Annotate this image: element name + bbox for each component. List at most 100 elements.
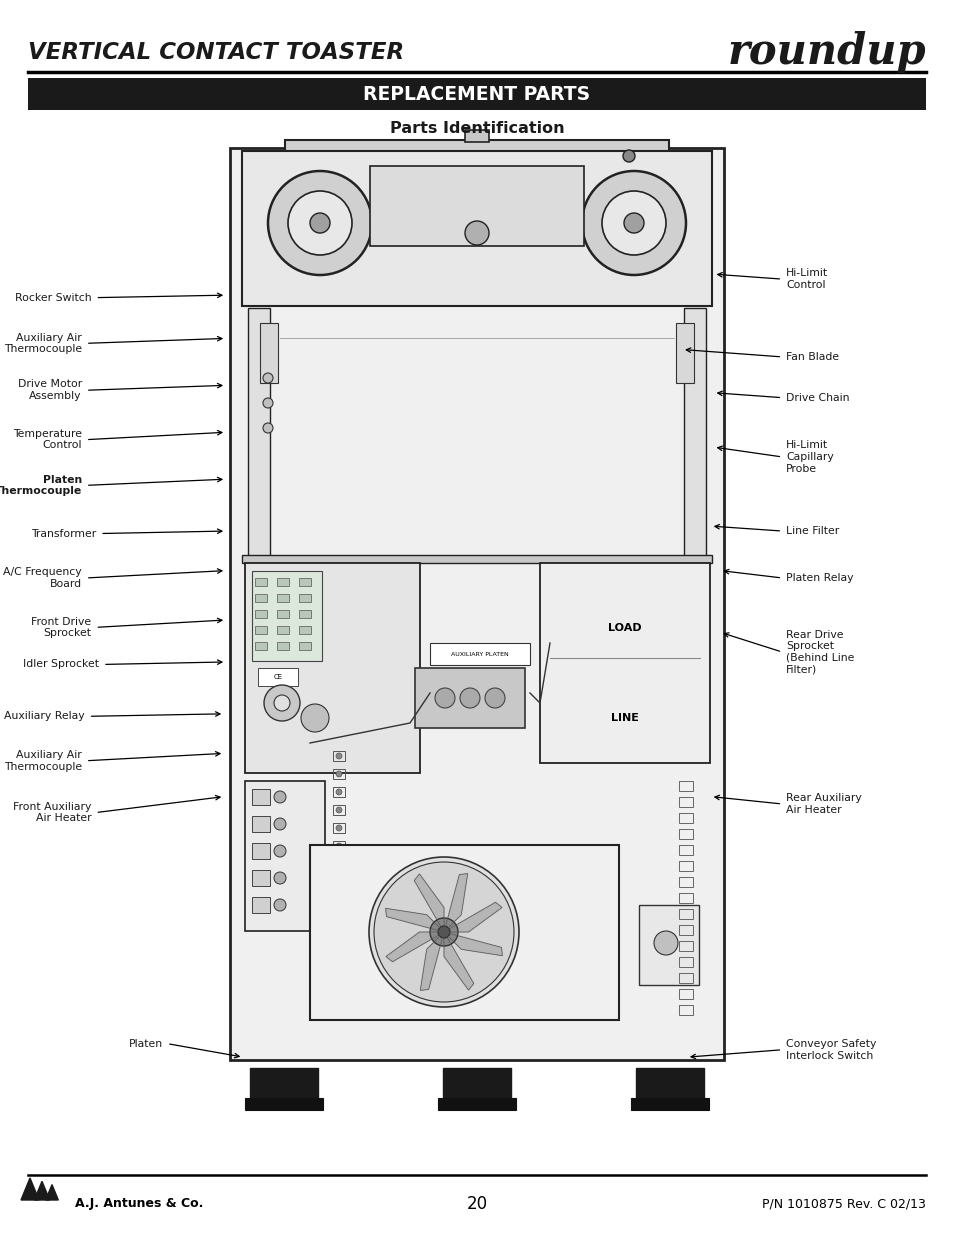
Bar	[276, 578, 289, 585]
Text: roundup: roundup	[726, 31, 925, 73]
Bar	[230, 148, 723, 1060]
Polygon shape	[46, 1184, 58, 1200]
Text: LINE: LINE	[611, 713, 639, 722]
Bar	[254, 578, 267, 585]
Bar	[254, 610, 267, 618]
Bar	[257, 668, 297, 685]
Bar	[636, 1068, 703, 1098]
Bar	[245, 563, 419, 773]
Bar	[679, 861, 692, 871]
Text: Transformer: Transformer	[30, 529, 96, 538]
Text: Auxiliary Air
Thermocouple: Auxiliary Air Thermocouple	[4, 332, 82, 354]
Bar	[242, 555, 711, 563]
Circle shape	[335, 879, 341, 885]
Bar	[370, 165, 583, 246]
Bar	[442, 1068, 511, 1098]
Bar	[679, 877, 692, 887]
Bar	[679, 1005, 692, 1015]
Bar	[245, 781, 325, 931]
Text: Rear Drive
Sprocket
(Behind Line
Filter): Rear Drive Sprocket (Behind Line Filter)	[785, 630, 854, 674]
Text: Rocker Switch: Rocker Switch	[14, 293, 91, 303]
Circle shape	[335, 806, 341, 813]
Circle shape	[335, 825, 341, 831]
Circle shape	[288, 191, 352, 254]
Polygon shape	[443, 873, 467, 932]
Bar	[254, 594, 267, 601]
Circle shape	[459, 688, 479, 708]
Bar	[310, 845, 618, 1020]
Circle shape	[335, 844, 341, 848]
Bar	[254, 642, 267, 650]
Polygon shape	[443, 932, 474, 990]
Circle shape	[654, 931, 678, 955]
Text: VERTICAL CONTACT TOASTER: VERTICAL CONTACT TOASTER	[28, 41, 404, 63]
Text: A/C Frequency
Board: A/C Frequency Board	[3, 567, 82, 589]
Text: Platen: Platen	[129, 1039, 163, 1049]
Bar	[333, 751, 345, 761]
Bar	[276, 626, 289, 634]
Circle shape	[263, 398, 273, 408]
Bar	[298, 610, 311, 618]
Circle shape	[274, 818, 286, 830]
Circle shape	[369, 857, 518, 1007]
Bar	[252, 789, 270, 805]
Bar	[679, 781, 692, 790]
Circle shape	[374, 862, 514, 1002]
Bar	[252, 869, 270, 885]
Text: Conveyor Safety
Interlock Switch: Conveyor Safety Interlock Switch	[785, 1039, 876, 1061]
Bar	[333, 913, 345, 923]
Bar	[679, 989, 692, 999]
Polygon shape	[386, 932, 443, 962]
Bar	[298, 642, 311, 650]
Circle shape	[274, 790, 286, 803]
Text: Parts Identification: Parts Identification	[389, 121, 564, 136]
Bar	[333, 805, 345, 815]
Bar	[679, 973, 692, 983]
Text: Platen Relay: Platen Relay	[785, 573, 853, 583]
Circle shape	[263, 373, 273, 383]
Bar	[679, 893, 692, 903]
Polygon shape	[34, 1182, 50, 1200]
Text: 20: 20	[466, 1195, 487, 1213]
Bar	[276, 594, 289, 601]
Bar	[252, 897, 270, 913]
Bar	[252, 816, 270, 832]
Bar	[333, 860, 345, 869]
Circle shape	[274, 695, 290, 711]
Text: P/N 1010875 Rev. C 02/13: P/N 1010875 Rev. C 02/13	[761, 1198, 925, 1210]
Bar	[254, 626, 267, 634]
Text: LOAD: LOAD	[608, 622, 641, 634]
Polygon shape	[443, 903, 501, 932]
Circle shape	[335, 915, 341, 921]
Bar	[28, 78, 925, 110]
Circle shape	[274, 872, 286, 884]
Circle shape	[335, 932, 341, 939]
Circle shape	[335, 753, 341, 760]
Circle shape	[274, 899, 286, 911]
Bar	[276, 642, 289, 650]
Text: REPLACEMENT PARTS: REPLACEMENT PARTS	[363, 84, 590, 104]
Bar	[333, 823, 345, 832]
Text: Idler Sprocket: Idler Sprocket	[23, 659, 99, 669]
Bar	[679, 845, 692, 855]
Text: Hi-Limit
Capillary
Probe: Hi-Limit Capillary Probe	[785, 441, 833, 473]
Text: Front Drive
Sprocket: Front Drive Sprocket	[31, 616, 91, 638]
Bar	[679, 797, 692, 806]
Text: A.J. Antunes & Co.: A.J. Antunes & Co.	[75, 1198, 203, 1210]
Text: Hi-Limit
Control: Hi-Limit Control	[785, 268, 827, 290]
Circle shape	[263, 424, 273, 433]
Circle shape	[274, 845, 286, 857]
Bar	[250, 1068, 317, 1098]
Circle shape	[310, 212, 330, 233]
Text: Rear Auxiliary
Air Heater: Rear Auxiliary Air Heater	[785, 793, 862, 815]
Circle shape	[335, 861, 341, 867]
Text: AUXILIARY PLATEN: AUXILIARY PLATEN	[451, 652, 508, 657]
Circle shape	[430, 918, 457, 946]
Circle shape	[622, 149, 635, 162]
Circle shape	[464, 221, 489, 245]
Circle shape	[623, 212, 643, 233]
Bar	[248, 308, 270, 558]
Text: Auxiliary Air
Thermocouple: Auxiliary Air Thermocouple	[4, 750, 82, 772]
Bar	[333, 769, 345, 779]
Circle shape	[581, 170, 685, 275]
